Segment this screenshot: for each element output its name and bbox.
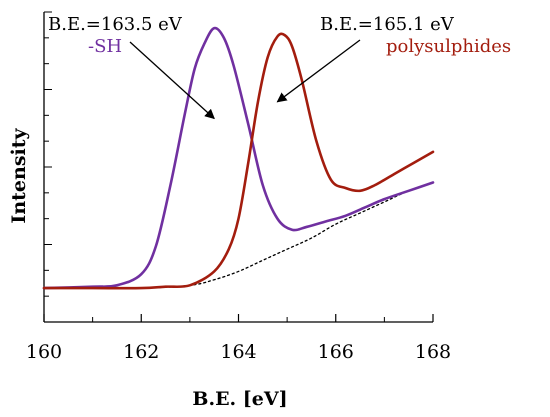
x-ticks: 160 162 164 166 168 [26,314,451,363]
annotation-sh-label: -SH [88,36,122,57]
x-tick-label: 168 [415,341,451,363]
series-line-baseline [43,181,434,289]
y-axis-title: Intensity [8,127,30,223]
x-axis-title: B.E. [eV] [192,388,287,410]
annotation-sh-be: B.E.=163.5 eV [48,14,183,35]
annotation-poly-be: B.E.=165.1 eV [320,14,455,35]
annotation-poly-label: polysulphides [386,36,511,57]
x-tick-label: 164 [220,341,256,363]
x-tick-label: 162 [123,341,159,363]
annotations: B.E.=163.5 eV -SH B.E.=165.1 eV polysulp… [48,14,511,120]
x-tick-label: 160 [26,341,62,363]
series-line-polysulphides [42,32,435,290]
axes [43,12,433,323]
x-tick-label: 166 [318,341,354,363]
series-layer [42,26,435,290]
annotation-arrow-poly [276,39,361,103]
annotation-arrow-sh [129,41,215,120]
y-ticks [44,11,52,323]
series-line-sh [42,26,435,290]
